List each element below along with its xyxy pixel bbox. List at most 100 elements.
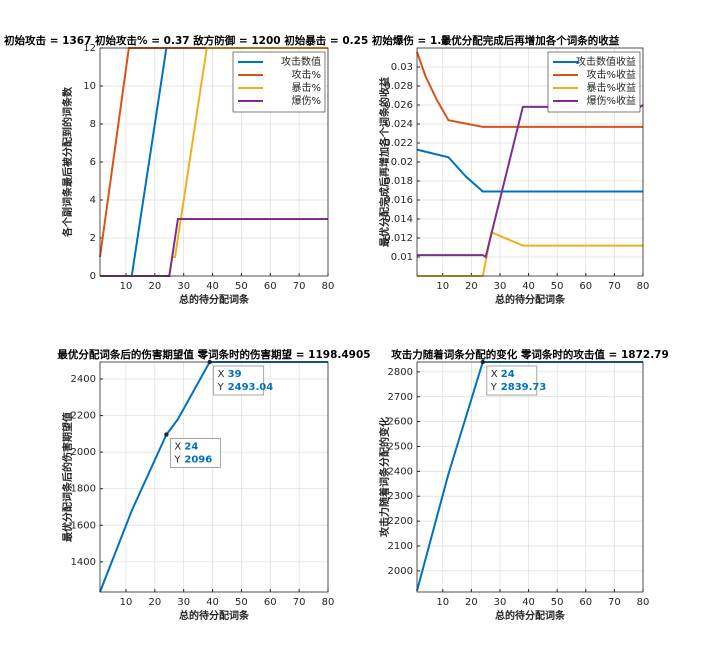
- y-tick-label: 0.03: [391, 62, 413, 73]
- x-tick-label: 80: [637, 281, 650, 292]
- x-tick-label: 60: [264, 281, 277, 292]
- x-tick-label: 20: [465, 597, 478, 608]
- x-axis-label: 总的待分配词条: [179, 293, 250, 306]
- datatip-marker: [207, 359, 212, 365]
- x-tick-label: 50: [235, 597, 248, 608]
- datatip-marker: [164, 432, 169, 437]
- chart-title: 遍历 初始攻击 = 1367 初始攻击% = 0.37 敌方防御 = 1200 …: [0, 34, 449, 47]
- y-axis-label: 最优分配词条后的伤害期望值: [61, 412, 74, 542]
- x-tick-label: 30: [177, 281, 190, 292]
- datatip-y-label: Y: [217, 382, 225, 393]
- x-tick-label: 10: [436, 597, 449, 608]
- x-tick-label: 70: [608, 281, 621, 292]
- x-tick-label: 10: [120, 281, 133, 292]
- x-tick-label: 40: [522, 281, 535, 292]
- x-tick-label: 40: [206, 281, 219, 292]
- datatip-x-value: 39: [228, 369, 242, 380]
- y-tick-label: 0.02: [391, 157, 413, 168]
- datatip-marker: [480, 359, 485, 365]
- y-tick-label: 0.016: [384, 195, 413, 206]
- y-tick-label: 0.01: [391, 252, 413, 263]
- y-tick-label: 10: [83, 81, 96, 92]
- y-tick-label: 1600: [71, 520, 96, 531]
- y-tick-label: 2300: [388, 491, 413, 502]
- y-tick-label: 2000: [71, 447, 96, 458]
- chart-title: 攻击力随着词条分配的变化 零词条时的攻击值 = 1872.79: [391, 348, 669, 361]
- datatip-y-value: 2493.04: [228, 382, 274, 393]
- y-tick-label: 0.012: [384, 233, 413, 244]
- x-tick-label: 40: [206, 597, 219, 608]
- y-tick-label: 2: [90, 233, 96, 244]
- x-tick-label: 60: [264, 597, 277, 608]
- x-tick-label: 80: [637, 597, 650, 608]
- chart-title: 最优分配词条后的伤害期望值 零词条时的伤害期望 = 1198.4905: [57, 348, 370, 361]
- axes-background: [417, 362, 643, 592]
- y-axis-label: 攻击力随着词条分配的变化: [378, 417, 391, 537]
- y-tick-label: 6: [90, 157, 96, 168]
- datatip-x-label: X: [218, 369, 225, 380]
- y-tick-label: 0.022: [384, 138, 413, 149]
- x-tick-label: 20: [148, 597, 161, 608]
- legend-label: 暴击%: [291, 82, 321, 94]
- y-tick-label: 0: [90, 271, 96, 282]
- axes-frame: [99, 47, 329, 277]
- chart-title: 最优分配完成后再增加各个词条的收益: [441, 34, 620, 47]
- y-axis-label: 最优分配完成后再增加各个词条的收益: [378, 77, 391, 247]
- y-tick-label: 2400: [388, 466, 413, 477]
- legend-label: 攻击数值收益: [576, 55, 636, 68]
- x-tick-label: 10: [436, 281, 449, 292]
- x-tick-label: 80: [322, 281, 335, 292]
- datatip-box: [213, 365, 265, 396]
- axes-frame: [416, 361, 644, 593]
- y-tick-label: 0.026: [384, 100, 413, 111]
- y-axis-label: 各个副词条最后被分配到的词条数: [61, 86, 74, 238]
- datatip-box: [486, 365, 538, 396]
- x-tick-label: 20: [148, 281, 161, 292]
- y-tick-label: 2500: [388, 441, 413, 452]
- y-tick-label: 2400: [71, 374, 96, 385]
- axes-background: [100, 362, 328, 592]
- y-tick-label: 0.014: [384, 214, 413, 225]
- x-tick-label: 30: [494, 281, 507, 292]
- x-tick-label: 10: [120, 597, 133, 608]
- y-tick-label: 2800: [388, 367, 413, 378]
- datatip-x-value: 24: [184, 442, 198, 453]
- y-tick-label: 2700: [388, 392, 413, 403]
- x-tick-label: 60: [579, 597, 592, 608]
- y-tick-label: 12: [83, 43, 96, 54]
- legend-label: 攻击%: [291, 68, 321, 81]
- datatip-y-label: Y: [173, 455, 181, 466]
- y-tick-label: 2200: [388, 516, 413, 527]
- series-line: [416, 148, 643, 193]
- legend-label: 爆伤%收益: [586, 94, 636, 107]
- x-tick-label: 30: [177, 597, 190, 608]
- x-tick-label: 80: [322, 597, 335, 608]
- x-tick-label: 50: [551, 281, 564, 292]
- y-tick-label: 0.028: [384, 81, 413, 92]
- axes-frame: [416, 47, 644, 277]
- y-tick-label: 0.024: [384, 119, 413, 130]
- y-tick-label: 1400: [71, 557, 96, 568]
- y-tick-label: 8: [90, 119, 96, 130]
- x-axis-label: 总的待分配词条: [179, 609, 250, 622]
- x-tick-label: 40: [522, 597, 535, 608]
- y-tick-label: 1800: [71, 484, 96, 495]
- datatip-x-label: X: [491, 369, 498, 380]
- legend-label: 攻击数值: [281, 55, 321, 68]
- legend-label: 暴击%收益: [586, 81, 636, 94]
- series-line: [417, 104, 644, 259]
- y-tick-label: 4: [90, 195, 96, 206]
- y-tick-label: 2100: [388, 541, 413, 552]
- datatip-x-label: X: [174, 442, 181, 453]
- legend-label: 爆伤%: [291, 94, 321, 107]
- datatip-box: [169, 438, 221, 468]
- y-tick-label: 2200: [71, 411, 96, 422]
- y-tick-label: 2000: [388, 566, 413, 577]
- datatip-y-label: Y: [490, 382, 498, 393]
- x-tick-label: 70: [293, 281, 306, 292]
- axes-frame: [99, 361, 329, 593]
- x-tick-label: 70: [293, 597, 306, 608]
